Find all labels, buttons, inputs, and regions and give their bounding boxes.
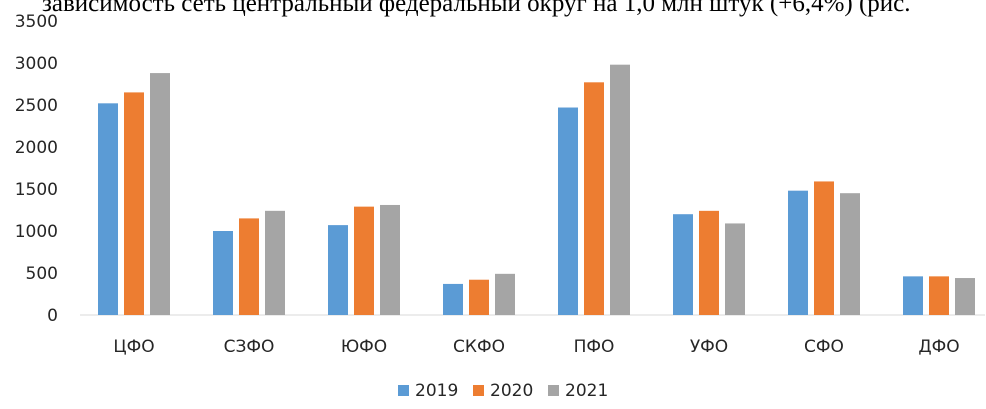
legend-swatch-2020 xyxy=(473,385,484,396)
y-tick-label: 0 xyxy=(47,306,58,326)
bars-group xyxy=(98,64,975,316)
bar-2021-5 xyxy=(610,64,630,316)
bar-2019-6 xyxy=(673,214,693,315)
legend-swatch-2021 xyxy=(548,385,559,396)
bar-2019-7 xyxy=(788,190,808,315)
bar-2020-3 xyxy=(354,206,374,315)
bar-2021-7 xyxy=(840,193,860,315)
y-tick-label: 3000 xyxy=(15,54,58,74)
bar-2019-3 xyxy=(328,225,348,315)
bar-2021-2 xyxy=(265,210,285,315)
x-category-label: ЦФО xyxy=(113,337,154,357)
y-tick-label: 2000 xyxy=(15,138,58,158)
bar-2020-8 xyxy=(929,276,949,315)
y-tick-label: 500 xyxy=(26,264,58,284)
bar-2020-7 xyxy=(814,181,834,315)
x-category-label: СЗФО xyxy=(224,337,275,357)
legend: 2019 2020 2021 xyxy=(398,381,608,401)
legend-label-2020: 2020 xyxy=(490,381,533,401)
legend-label-2019: 2019 xyxy=(415,381,458,401)
x-category-label: ДФО xyxy=(918,337,959,357)
bar-2021-3 xyxy=(380,204,400,315)
bar-2019-2 xyxy=(213,231,233,315)
cropped-caption-text: зависимость сеть центральный федеральный… xyxy=(42,0,911,17)
x-category-label: СФО xyxy=(804,337,844,357)
x-category-label: ЮФО xyxy=(341,337,387,357)
bar-2020-5 xyxy=(584,82,604,315)
y-tick-label: 1000 xyxy=(15,222,58,242)
legend-swatch-2019 xyxy=(398,385,409,396)
bar-2019-4 xyxy=(443,283,463,315)
x-category-label: СКФО xyxy=(453,337,505,357)
bar-2020-1 xyxy=(124,92,144,316)
bar-2021-4 xyxy=(495,273,515,315)
bar-2020-2 xyxy=(239,218,259,315)
x-axis-category-labels: ЦФО СЗФО ЮФО СКФО ПФО УФО СФО ДФО xyxy=(113,337,959,357)
bar-2020-6 xyxy=(699,210,719,315)
y-tick-label: 1500 xyxy=(15,180,58,200)
y-tick-label: 2500 xyxy=(15,96,58,116)
x-category-label: ПФО xyxy=(574,337,615,357)
bar-2021-8 xyxy=(955,278,975,315)
bar-2021-6 xyxy=(725,223,745,315)
y-tick-label: 3500 xyxy=(15,12,58,32)
bar-2019-1 xyxy=(98,103,118,315)
legend-label-2021: 2021 xyxy=(565,381,608,401)
bar-2020-4 xyxy=(469,279,489,315)
bar-2021-1 xyxy=(150,73,170,315)
bar-2019-8 xyxy=(903,276,923,315)
y-axis-tick-labels: 0 500 1000 1500 2000 2500 3000 3500 xyxy=(15,12,58,326)
x-category-label: УФО xyxy=(690,337,728,357)
bar-2019-5 xyxy=(558,107,578,316)
